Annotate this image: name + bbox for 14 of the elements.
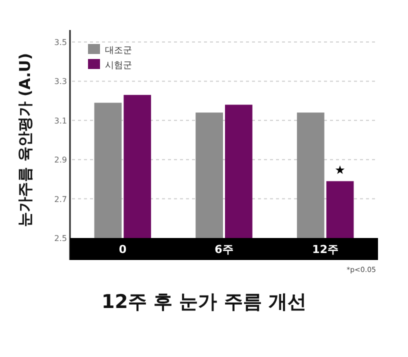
x-tick-label: 12주 bbox=[312, 243, 338, 256]
legend-label: 시험군 bbox=[105, 61, 132, 71]
y-axis-title: 눈가주름 육안평가 (A.U) bbox=[16, 53, 34, 227]
y-tick-label: 2.5 bbox=[54, 234, 67, 243]
y-tick-label: 3.1 bbox=[54, 116, 67, 126]
x-tick-label: 0 bbox=[118, 243, 127, 256]
y-tick-label: 3.5 bbox=[54, 38, 67, 47]
annotation: ★ bbox=[334, 163, 346, 178]
y-tick-label: 3.3 bbox=[54, 77, 67, 86]
legend-label: 대조군 bbox=[105, 46, 132, 56]
y-tick-label: 2.9 bbox=[54, 156, 67, 165]
x-tick-label: 6주 bbox=[214, 243, 234, 256]
y-tick-label: 2.7 bbox=[54, 194, 67, 204]
text: 12주 후 눈가 주름 개선 bbox=[102, 291, 306, 313]
